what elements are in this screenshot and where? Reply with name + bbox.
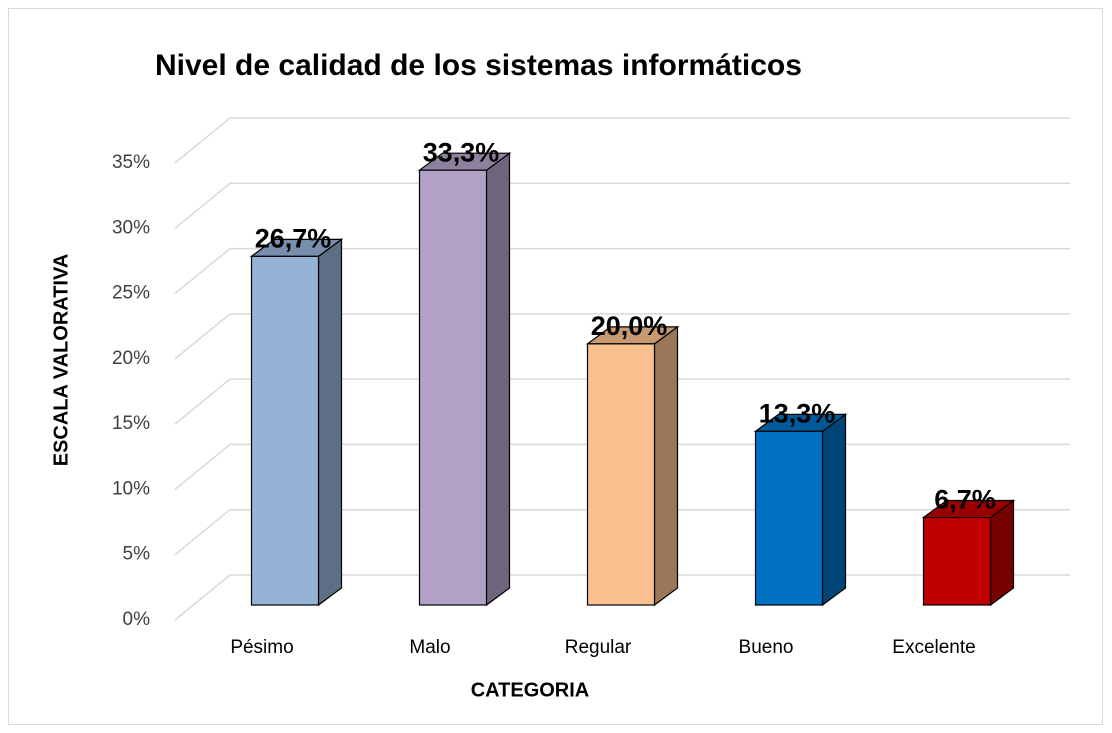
x-tick-label: Excelente xyxy=(892,637,975,658)
bar-side xyxy=(317,238,343,607)
y-tick-label: 0% xyxy=(123,609,151,630)
grid-line xyxy=(174,182,1070,229)
x-tick-label: Regular xyxy=(565,637,632,658)
bar xyxy=(418,169,488,606)
data-label: 33,3% xyxy=(423,137,500,167)
data-label: 20,0% xyxy=(591,311,668,341)
x-tick-label: Malo xyxy=(409,637,450,658)
chart-title: Nivel de calidad de los sistemas informá… xyxy=(155,49,802,82)
y-axis-label: ESCALA VALORATIVA xyxy=(50,254,72,467)
data-label: 26,7% xyxy=(255,223,332,253)
y-tick-label: 10% xyxy=(112,478,150,499)
y-tick-label: 15% xyxy=(112,413,150,434)
y-tick-label: 5% xyxy=(123,544,151,565)
data-label: 6,7% xyxy=(934,485,996,515)
grid-line xyxy=(174,117,1070,164)
bar xyxy=(586,343,656,606)
y-tick-label: 25% xyxy=(112,283,150,304)
y-tick-label: 20% xyxy=(112,348,150,369)
y-tick-label: 35% xyxy=(112,152,150,173)
y-tick-label: 30% xyxy=(112,217,150,238)
bar-side xyxy=(653,325,679,607)
bar-side xyxy=(821,413,847,607)
bar xyxy=(922,516,992,606)
x-tick-label: Bueno xyxy=(739,637,794,658)
bar xyxy=(250,255,320,606)
bar xyxy=(754,430,824,606)
grid-line xyxy=(174,313,1070,360)
chart-border xyxy=(8,8,1103,725)
x-axis-label: CATEGORIA xyxy=(471,679,590,701)
grid-line xyxy=(174,247,1070,295)
bar-side xyxy=(989,499,1015,607)
bar-side xyxy=(485,152,511,607)
grid-line xyxy=(174,378,1070,425)
data-label: 13,3% xyxy=(759,398,836,428)
x-tick-label: Pésimo xyxy=(230,637,293,658)
